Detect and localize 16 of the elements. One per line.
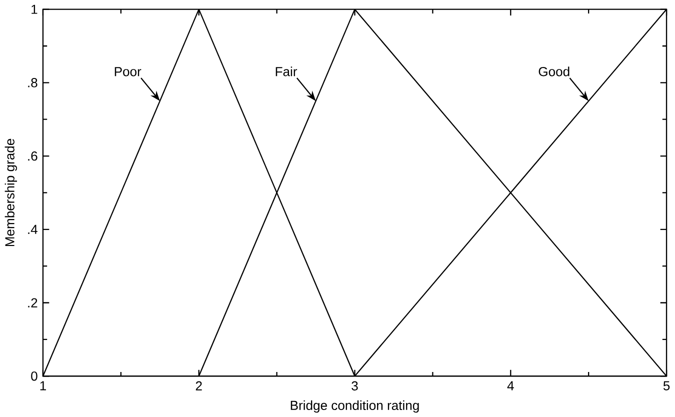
y-tick-label: .4	[28, 224, 38, 234]
x-tick-label: 1	[40, 381, 46, 390]
y-axis-title: Membership grade	[4, 138, 18, 246]
x-axis-title: Bridge condition rating	[290, 400, 419, 412]
y-tick-label: .6	[28, 151, 38, 160]
text: Fair	[276, 66, 298, 76]
text: Poor	[114, 66, 142, 76]
x-tick-label: 3	[352, 381, 358, 390]
y-tick-label: .2	[28, 298, 38, 308]
text: Good	[538, 66, 570, 76]
y-tick-label: .8	[28, 78, 38, 88]
x-tick-label: 2	[196, 381, 202, 390]
y-tick-label: 0	[31, 371, 38, 381]
x-tick-label: 4	[507, 381, 514, 390]
x-tick-label: 5	[663, 381, 670, 390]
y-tick-label: 1	[32, 4, 38, 14]
